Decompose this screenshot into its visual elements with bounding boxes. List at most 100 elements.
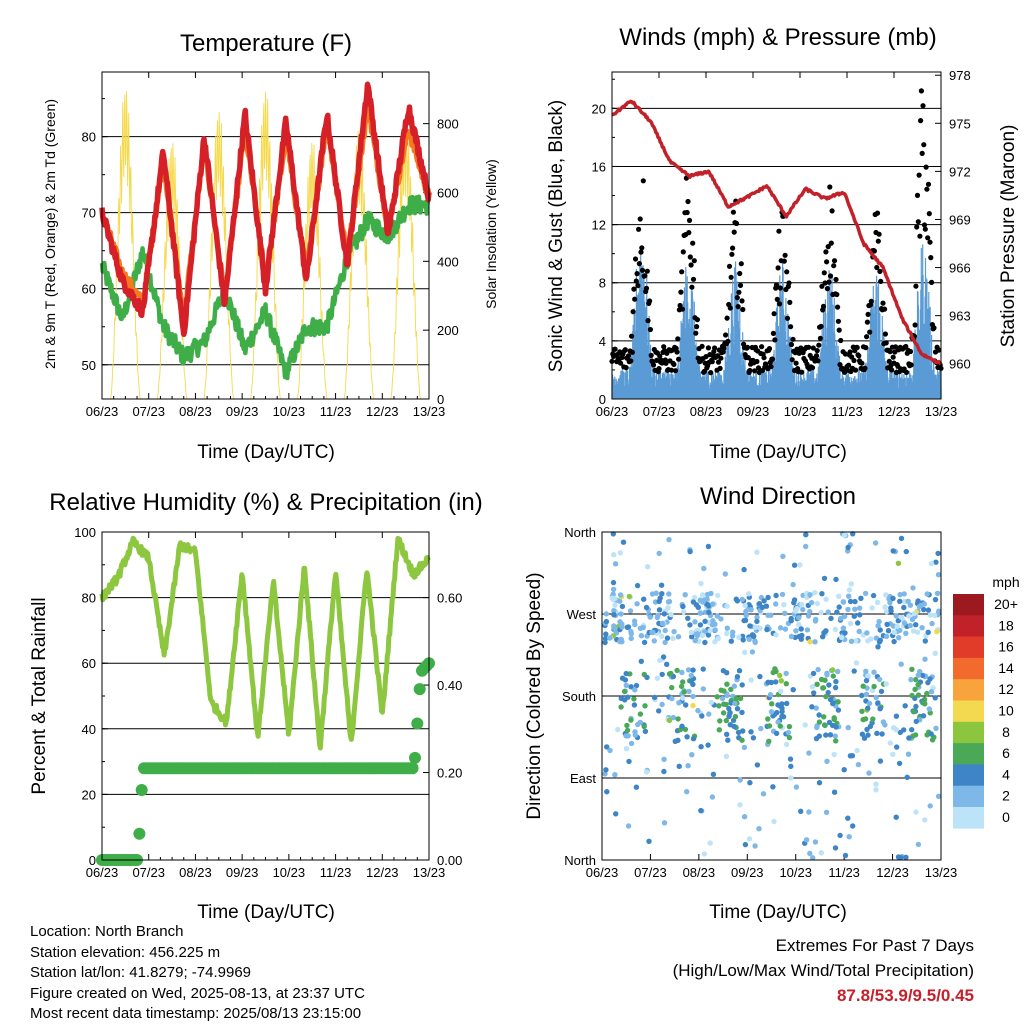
wind-direction-point — [831, 751, 837, 758]
wind-direction-point — [812, 639, 818, 645]
wind-direction-point — [612, 595, 618, 602]
wind-direction-point — [869, 605, 875, 611]
plot-frame — [101, 71, 430, 400]
wind-direction-point — [726, 713, 732, 720]
wind-direction-point — [903, 630, 909, 636]
wind-direction-point — [875, 623, 881, 629]
wind-direction-point — [681, 689, 687, 695]
wind-direction-point — [654, 675, 661, 681]
wind-direction-point — [752, 843, 758, 849]
wind-direction-point — [806, 750, 812, 756]
gust-point — [816, 342, 822, 348]
y-tick-label: 0 — [89, 853, 96, 868]
gust-point — [661, 344, 667, 350]
wind-direction-point — [807, 850, 813, 857]
gust-point — [744, 344, 751, 350]
wind-direction-point — [796, 622, 802, 628]
x-tick-label: 10/23 — [273, 404, 306, 419]
gust-point — [694, 324, 700, 330]
wind-direction-point — [911, 610, 917, 617]
wind-direction-point — [683, 702, 689, 708]
precip-point — [135, 784, 148, 796]
wind-direction-point — [619, 675, 626, 681]
wind-direction-point — [782, 626, 789, 632]
gust-point — [903, 343, 909, 350]
y-tick-label: East — [570, 771, 596, 786]
gust-point — [784, 315, 791, 321]
wind-direction-point — [717, 718, 723, 724]
wind-direction-point — [743, 608, 749, 615]
wind-direction-point — [909, 616, 916, 623]
wind-direction-point — [680, 609, 687, 615]
wind-direction-point — [773, 601, 779, 607]
wind-direction-point — [625, 624, 632, 630]
y-tick-label: North — [564, 525, 596, 540]
wind-direction-point — [727, 722, 733, 728]
wind-direction-point — [876, 618, 882, 625]
wind-direction-point — [724, 603, 730, 609]
wind-direction-point — [816, 719, 823, 725]
wind-direction-point — [911, 709, 917, 715]
gust-point — [717, 365, 723, 371]
wind-direction-point — [672, 738, 678, 744]
wind-direction-point — [754, 618, 760, 625]
station-elevation: Station elevation: 456.225 m — [30, 943, 221, 961]
wind-direction-point — [906, 613, 912, 619]
gust-point — [813, 353, 820, 359]
wind-direction-point — [896, 760, 903, 767]
x-tick-label: 12/23 — [876, 865, 909, 880]
y-tick-label: 20 — [592, 101, 606, 116]
wind-direction-point — [664, 635, 671, 641]
wind-direction-point — [927, 612, 934, 618]
wind-direction-point — [928, 689, 935, 695]
wind-direction-point — [906, 735, 912, 741]
wind-direction-point — [932, 596, 939, 603]
wind-direction-point — [883, 609, 890, 615]
gust-point — [636, 226, 642, 232]
precip-point — [406, 762, 419, 775]
precip-point — [133, 827, 146, 840]
wind-direction-point — [832, 845, 839, 851]
wind-direction-point — [641, 639, 648, 646]
gust-point — [836, 327, 842, 333]
wind-direction-point — [712, 627, 718, 633]
gust-point — [789, 357, 795, 363]
x-tick-label: 08/23 — [683, 865, 716, 880]
wind-direction-point — [603, 767, 609, 773]
wind-direction-point — [651, 694, 658, 701]
gust-point — [689, 284, 695, 290]
wind-direction-point — [685, 615, 691, 621]
colorbar-label: 4 — [1002, 766, 1010, 782]
y-right-tick-label: 963 — [949, 309, 971, 324]
gust-point — [868, 298, 874, 304]
wind-direction-point — [788, 633, 795, 640]
wind-direction-point — [679, 669, 685, 676]
wind-direction-point — [736, 668, 743, 674]
wind-direction-point — [860, 683, 866, 689]
wind-direction-point — [847, 620, 854, 627]
gust-point — [892, 349, 898, 355]
wind-direction-point — [715, 592, 721, 599]
wind-direction-point — [848, 638, 855, 644]
wind-direction-point — [644, 769, 650, 775]
wind-direction-point — [812, 618, 819, 624]
wind-direction-point — [679, 695, 686, 701]
gust-point — [687, 254, 693, 260]
wind-direction-point — [740, 637, 746, 643]
wind-direction-point — [936, 608, 942, 614]
wind-direction-point — [623, 733, 629, 739]
gust-point — [787, 299, 793, 305]
gust-point — [634, 271, 640, 277]
wind-direction-point — [803, 837, 810, 843]
wind-direction-point — [912, 686, 918, 692]
gust-point — [679, 269, 685, 275]
gust-point — [657, 353, 663, 359]
station-location: Location: North Branch — [30, 923, 184, 940]
wind-direction-point — [617, 550, 623, 556]
wind-direction-point — [826, 682, 832, 688]
colorbar-swatch — [953, 721, 984, 744]
wind-direction-point — [842, 852, 849, 859]
y-right-tick-label: 978 — [949, 68, 971, 83]
wind-direction-point — [883, 633, 890, 640]
wind-direction-point — [742, 602, 748, 609]
